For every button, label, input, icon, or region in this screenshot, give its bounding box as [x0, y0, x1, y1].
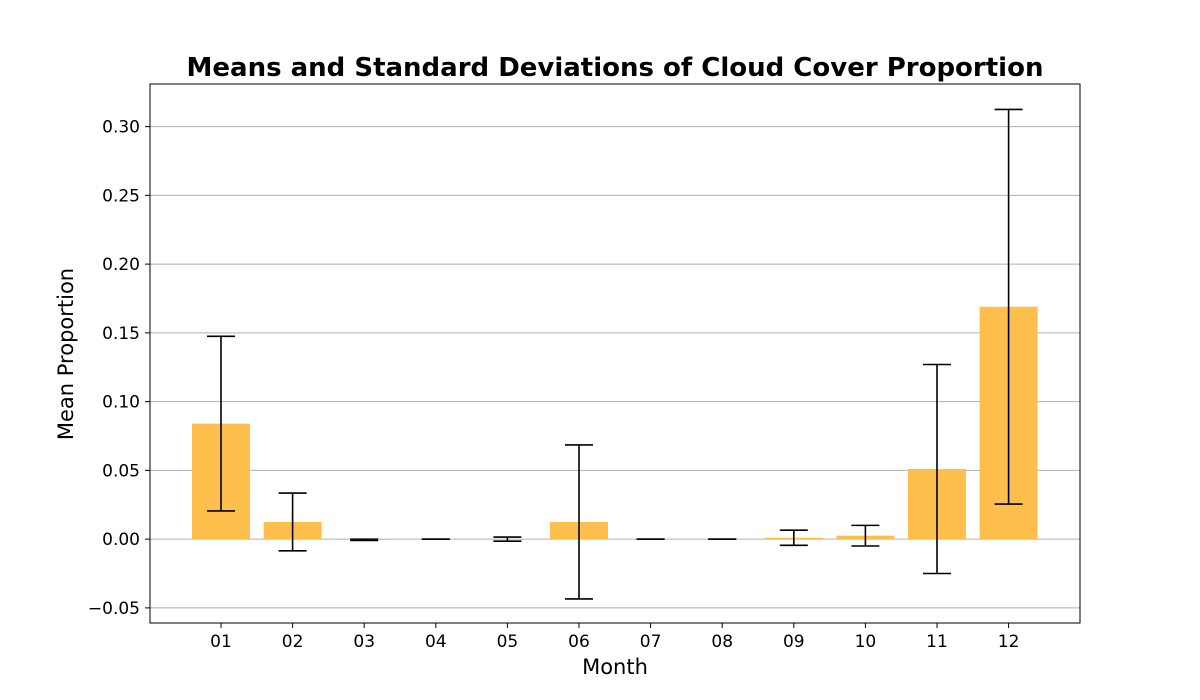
x-tick-label: 08 [711, 632, 733, 652]
y-tick-label: 0.15 [102, 324, 140, 344]
y-tick-label: −0.05 [88, 599, 140, 619]
y-axis-title: Mean Proportion [54, 268, 78, 440]
x-tick-label: 02 [282, 632, 304, 652]
x-axis-ticks: 01 02 03 04 05 06 07 08 09 10 11 12 [210, 623, 1019, 652]
plot-frame [149, 83, 1081, 624]
y-tick-label: 0.00 [102, 530, 140, 550]
y-tick-label: 0.30 [102, 118, 140, 138]
error-bars [207, 108, 1023, 600]
x-tick-label: 10 [855, 632, 877, 652]
y-axis-ticks: −0.05 0.00 0.05 0.10 0.15 0.20 0.25 0.30 [88, 118, 150, 619]
x-tick-label: 11 [926, 632, 948, 652]
y-tick-label: 0.25 [102, 186, 140, 206]
x-tick-label: 12 [998, 632, 1020, 652]
error-bar-11 [923, 363, 951, 575]
error-bar-06 [565, 444, 593, 600]
chart-title: Means and Standard Deviations of Cloud C… [187, 53, 1044, 83]
x-tick-label: 03 [353, 632, 375, 652]
x-tick-label: 09 [783, 632, 805, 652]
bars [192, 306, 1038, 540]
error-bar-05 [493, 536, 522, 542]
y-tick-label: 0.20 [102, 255, 140, 275]
x-tick-label: 07 [640, 632, 662, 652]
error-bar-02 [278, 492, 307, 552]
error-bar-09 [779, 529, 808, 547]
x-axis-title: Month [582, 655, 648, 679]
error-bar-01 [207, 335, 235, 512]
x-tick-label: 01 [210, 632, 232, 652]
x-tick-label: 05 [497, 632, 519, 652]
x-tick-label: 06 [568, 632, 590, 652]
y-tick-label: 0.10 [102, 393, 140, 413]
error-bar-10 [851, 524, 880, 547]
x-tick-label: 04 [425, 632, 447, 652]
y-tick-label: 0.05 [102, 461, 140, 481]
error-bar-12 [994, 108, 1023, 505]
error-bar-03 [350, 538, 379, 542]
